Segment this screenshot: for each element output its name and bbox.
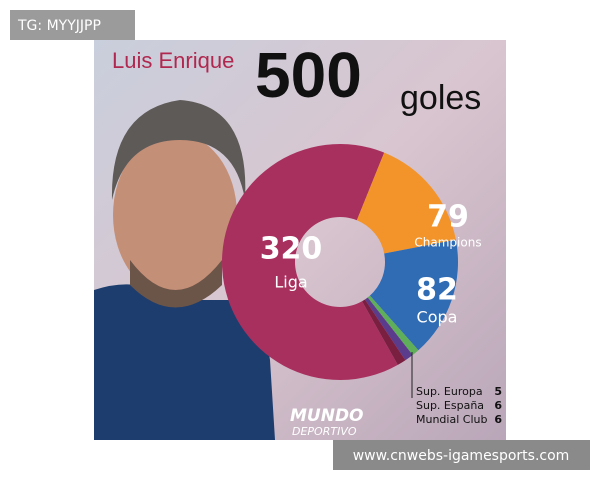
person-beard	[130, 260, 222, 308]
legend-label: Sup. España	[416, 399, 484, 412]
watermark-top-box	[10, 10, 135, 40]
slice-value: 82	[416, 273, 458, 308]
person-body	[94, 284, 275, 440]
slice-label: Liga	[274, 273, 307, 292]
watermark-bottom-box	[333, 440, 590, 470]
legend-value: 6	[494, 399, 502, 412]
watermark-top: TG: MYYJJPP	[17, 18, 101, 34]
legend-label: Sup. Europa	[416, 385, 483, 398]
donut-slice	[364, 297, 413, 361]
donut-slice	[369, 239, 458, 351]
watermark-bottom: www.cnwebs-igamesports.com	[353, 448, 570, 464]
legend-value: 5	[494, 385, 502, 398]
donut	[222, 144, 458, 381]
person-hair	[111, 100, 246, 200]
slice-value: 320	[260, 232, 323, 267]
donut-slice	[356, 152, 456, 254]
donut-slice	[222, 144, 398, 381]
donut-slice	[362, 299, 406, 365]
slice-label: Champions	[414, 236, 481, 250]
slice-value: 79	[427, 200, 469, 235]
title-unit: goles	[400, 79, 481, 117]
person-face	[113, 133, 237, 297]
logo-sub: DEPORTIVO	[292, 425, 357, 438]
donut-slice	[367, 295, 419, 355]
title-name: Luis Enrique	[112, 48, 234, 73]
legend-value: 6	[494, 413, 502, 426]
slice-label: Copa	[417, 308, 458, 327]
logo-main: MUNDO	[290, 406, 364, 426]
title-total: 500	[255, 39, 362, 111]
legend-label: Mundial Club	[416, 413, 487, 426]
